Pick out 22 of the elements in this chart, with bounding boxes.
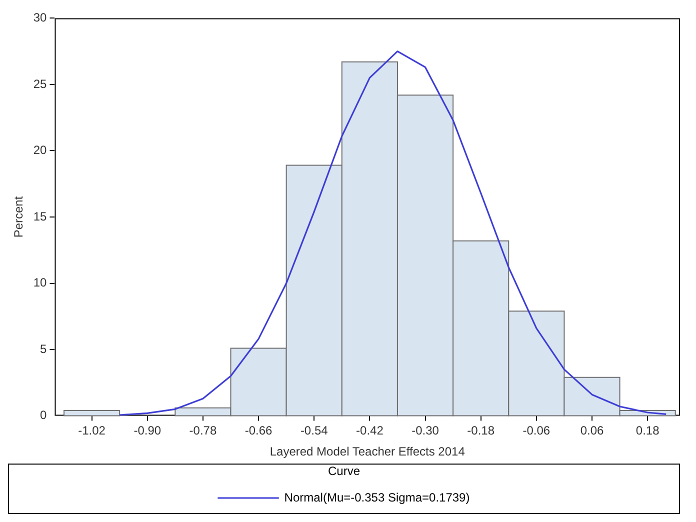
x-tick-label: -0.90 xyxy=(134,423,162,438)
y-tick-label: 10 xyxy=(33,276,48,290)
x-axis-title: Layered Model Teacher Effects 2014 xyxy=(270,444,466,459)
x-tick-label: -0.18 xyxy=(467,423,495,438)
x-tick-label: -0.30 xyxy=(412,423,440,438)
y-tick-label: 5 xyxy=(40,342,48,356)
x-tick-label: -0.42 xyxy=(356,423,384,438)
y-tick-label: 0 xyxy=(40,408,48,422)
x-tick-label: -0.54 xyxy=(300,423,328,438)
text: Normal(Mu=-0.353 Sigma=0.1739) xyxy=(284,490,470,504)
x-tick-label: -0.06 xyxy=(522,423,550,438)
x-tick-label: -0.78 xyxy=(189,423,217,438)
y-tick-label: 15 xyxy=(33,209,48,224)
legend-title: Curve xyxy=(328,464,360,478)
y-tick-label: 30 xyxy=(33,10,48,25)
x-tick-label: -0.66 xyxy=(244,423,273,438)
x-tick-label: -1.02 xyxy=(78,423,106,438)
y-axis-title: Percent xyxy=(12,196,26,238)
x-tick-label: 0.06 xyxy=(580,423,604,438)
x-tick-label: 0.18 xyxy=(636,423,660,438)
y-tick-label: 20 xyxy=(33,143,48,158)
y-tick-label: 25 xyxy=(33,76,48,91)
